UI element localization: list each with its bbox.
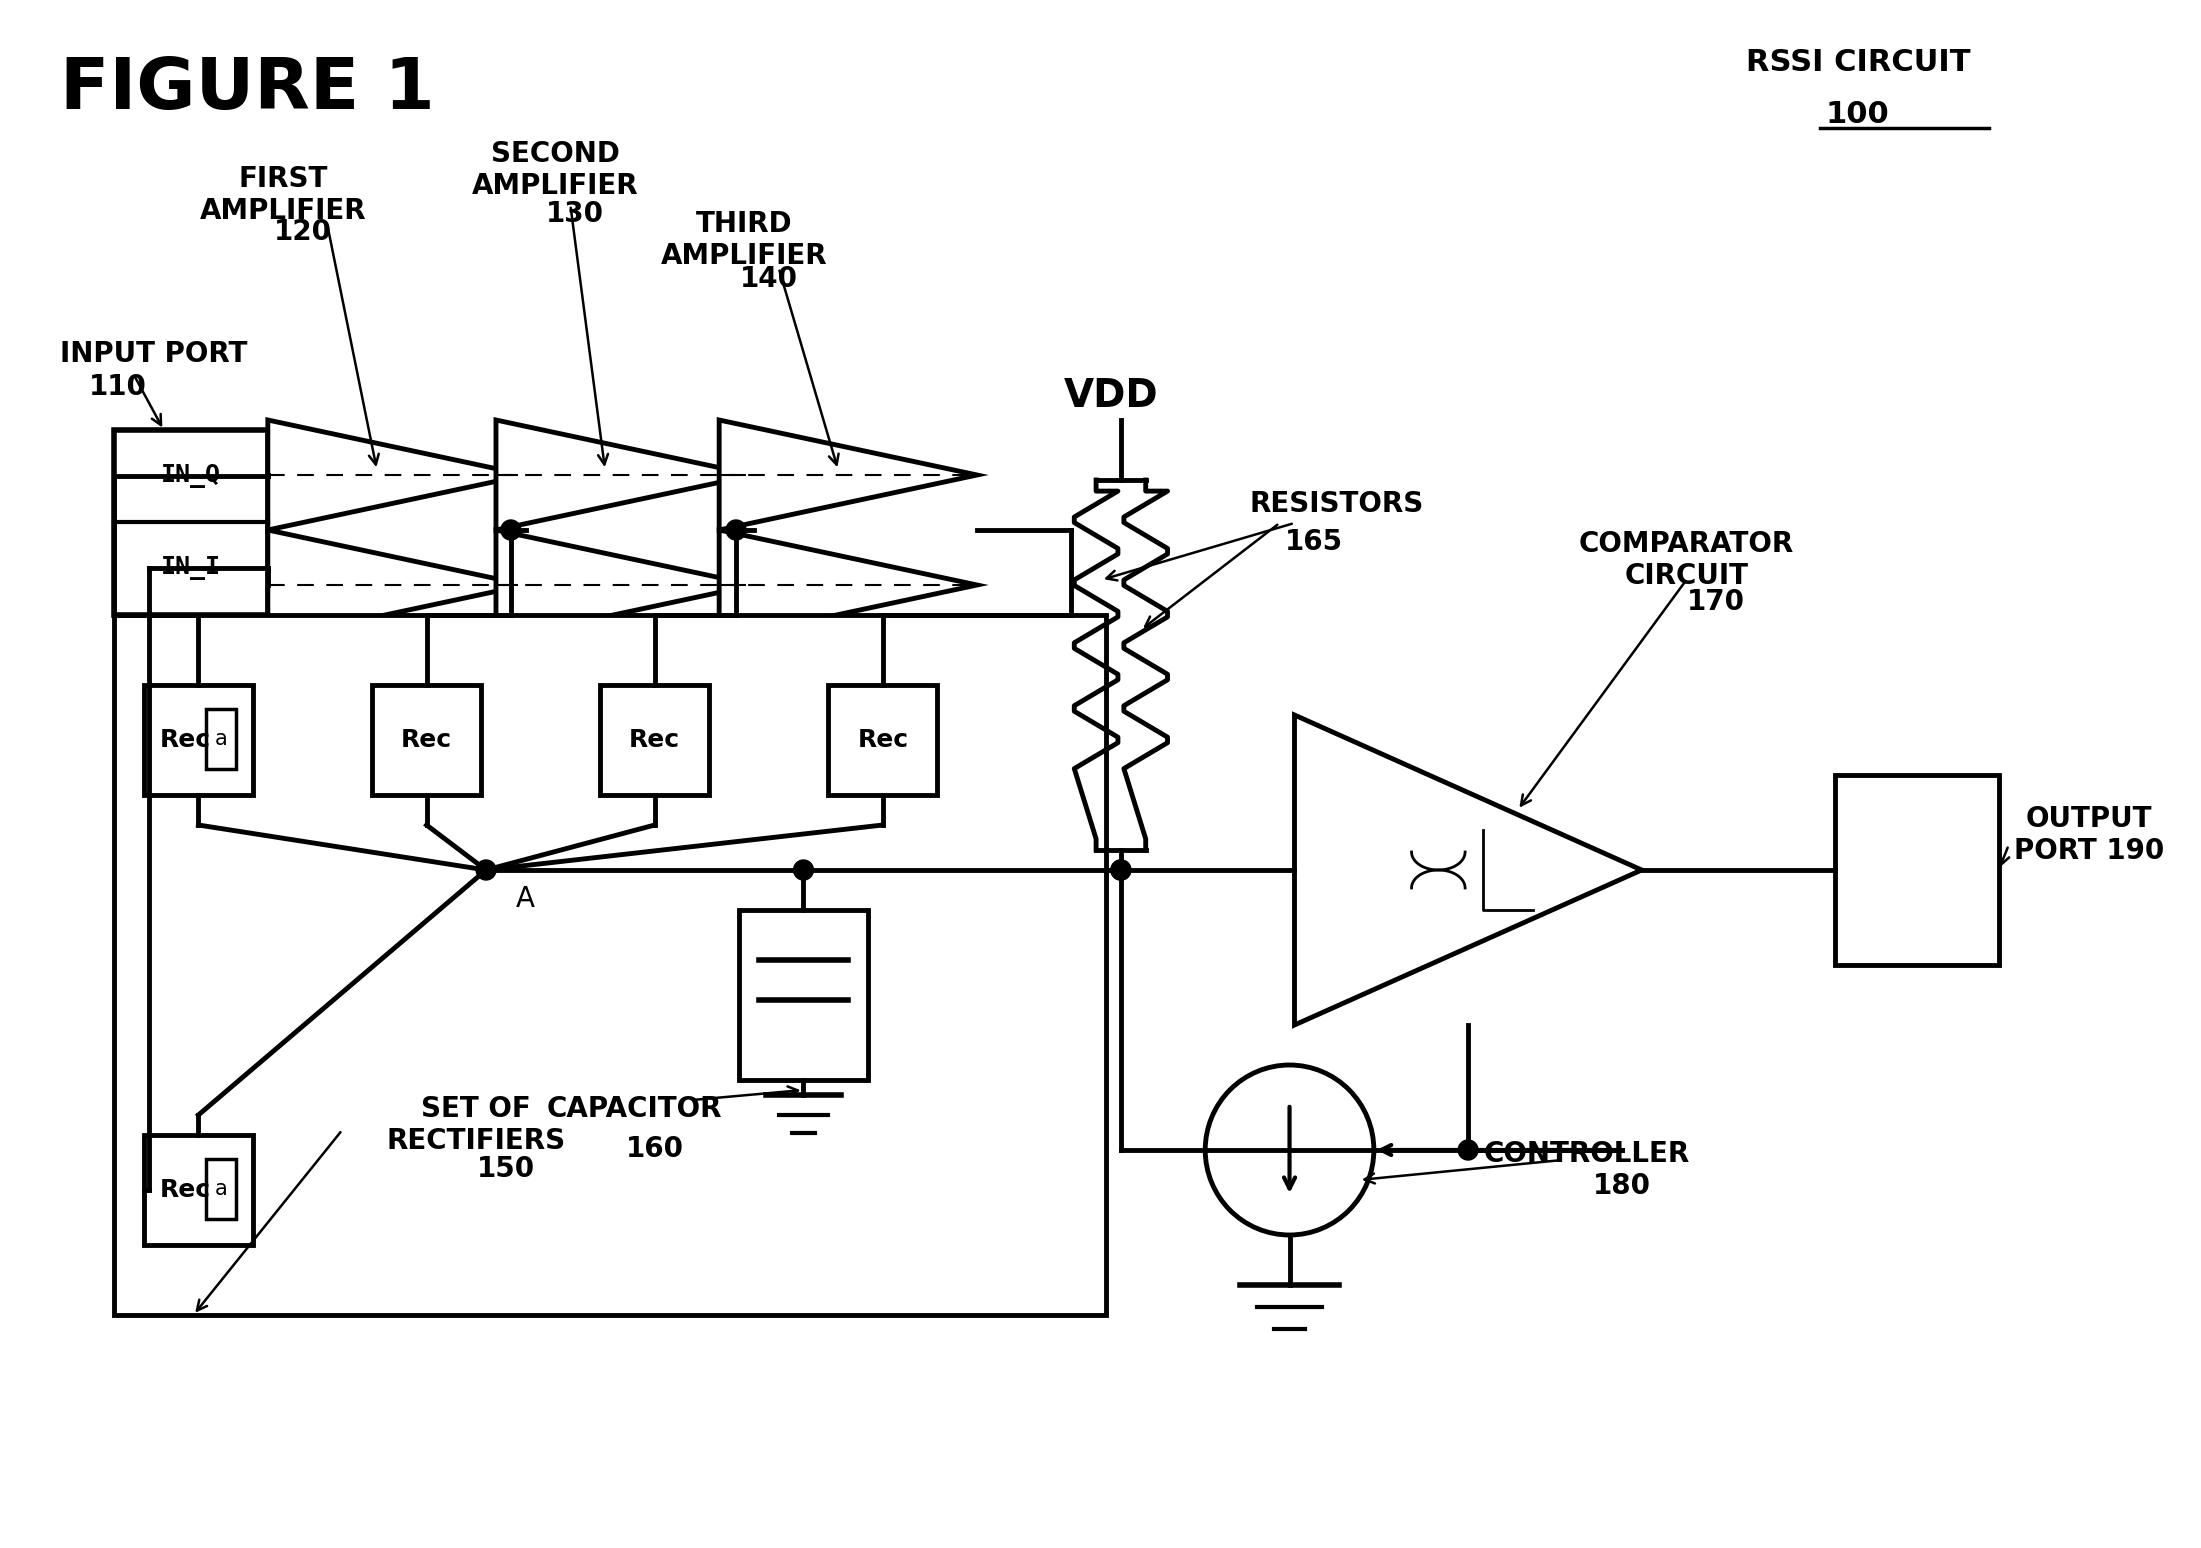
- Bar: [114, 615, 1107, 1314]
- Text: IN_Q: IN_Q: [161, 464, 220, 488]
- Circle shape: [1457, 1139, 1479, 1159]
- Text: COMPARATOR
CIRCUIT: COMPARATOR CIRCUIT: [1578, 529, 1794, 590]
- Text: CAPACITOR: CAPACITOR: [548, 1094, 722, 1122]
- Text: 130: 130: [546, 200, 605, 228]
- Text: 170: 170: [1688, 588, 1745, 616]
- Circle shape: [1112, 861, 1131, 879]
- Bar: [372, 686, 482, 796]
- Text: 120: 120: [273, 218, 332, 246]
- Text: FIGURE 1: FIGURE 1: [59, 56, 434, 124]
- Text: Rec: Rec: [629, 728, 680, 752]
- Text: Rec: Rec: [161, 1178, 211, 1201]
- Bar: [143, 1135, 253, 1245]
- Polygon shape: [269, 420, 526, 529]
- Bar: [740, 910, 867, 1081]
- Circle shape: [1112, 861, 1131, 879]
- Text: Rec: Rec: [161, 728, 211, 752]
- Text: Rec: Rec: [401, 728, 451, 752]
- Circle shape: [795, 861, 814, 879]
- Polygon shape: [269, 529, 526, 639]
- Text: VDD: VDD: [1063, 378, 1158, 415]
- Bar: [143, 686, 253, 796]
- Text: 165: 165: [1285, 528, 1343, 556]
- Polygon shape: [495, 529, 755, 639]
- Text: a: a: [216, 1180, 227, 1200]
- Text: 140: 140: [740, 265, 797, 293]
- Text: A: A: [515, 885, 535, 913]
- Text: Rec: Rec: [856, 728, 909, 752]
- Polygon shape: [1294, 715, 1642, 1025]
- Bar: [1836, 776, 1999, 964]
- Text: 160: 160: [625, 1135, 685, 1163]
- Text: SECOND
AMPLIFIER: SECOND AMPLIFIER: [473, 139, 638, 200]
- Text: RESISTORS: RESISTORS: [1250, 491, 1424, 519]
- Circle shape: [726, 520, 746, 540]
- Text: SET OF
RECTIFIERS: SET OF RECTIFIERS: [387, 1094, 566, 1155]
- Bar: [207, 709, 236, 769]
- Text: FIRST
AMPLIFIER: FIRST AMPLIFIER: [200, 166, 365, 226]
- Bar: [601, 686, 709, 796]
- Text: INPUT PORT: INPUT PORT: [59, 341, 247, 368]
- Text: IN_I: IN_I: [161, 556, 220, 580]
- Polygon shape: [720, 420, 977, 529]
- Text: a: a: [216, 729, 227, 749]
- Circle shape: [502, 520, 522, 540]
- Text: 110: 110: [90, 373, 147, 401]
- Text: THIRD
AMPLIFIER: THIRD AMPLIFIER: [660, 211, 828, 271]
- Circle shape: [1206, 1065, 1373, 1235]
- Text: 180: 180: [1594, 1172, 1651, 1200]
- Bar: [114, 430, 269, 615]
- Bar: [828, 686, 938, 796]
- Text: RSSI CIRCUIT: RSSI CIRCUIT: [1745, 48, 1970, 77]
- Polygon shape: [720, 529, 977, 639]
- Circle shape: [475, 861, 495, 879]
- Text: 100: 100: [1825, 101, 1888, 128]
- Text: 150: 150: [478, 1155, 535, 1183]
- Text: CONTROLLER: CONTROLLER: [1483, 1139, 1690, 1169]
- Polygon shape: [495, 420, 755, 529]
- Text: OUTPUT
PORT 190: OUTPUT PORT 190: [2014, 805, 2164, 865]
- Bar: [207, 1159, 236, 1218]
